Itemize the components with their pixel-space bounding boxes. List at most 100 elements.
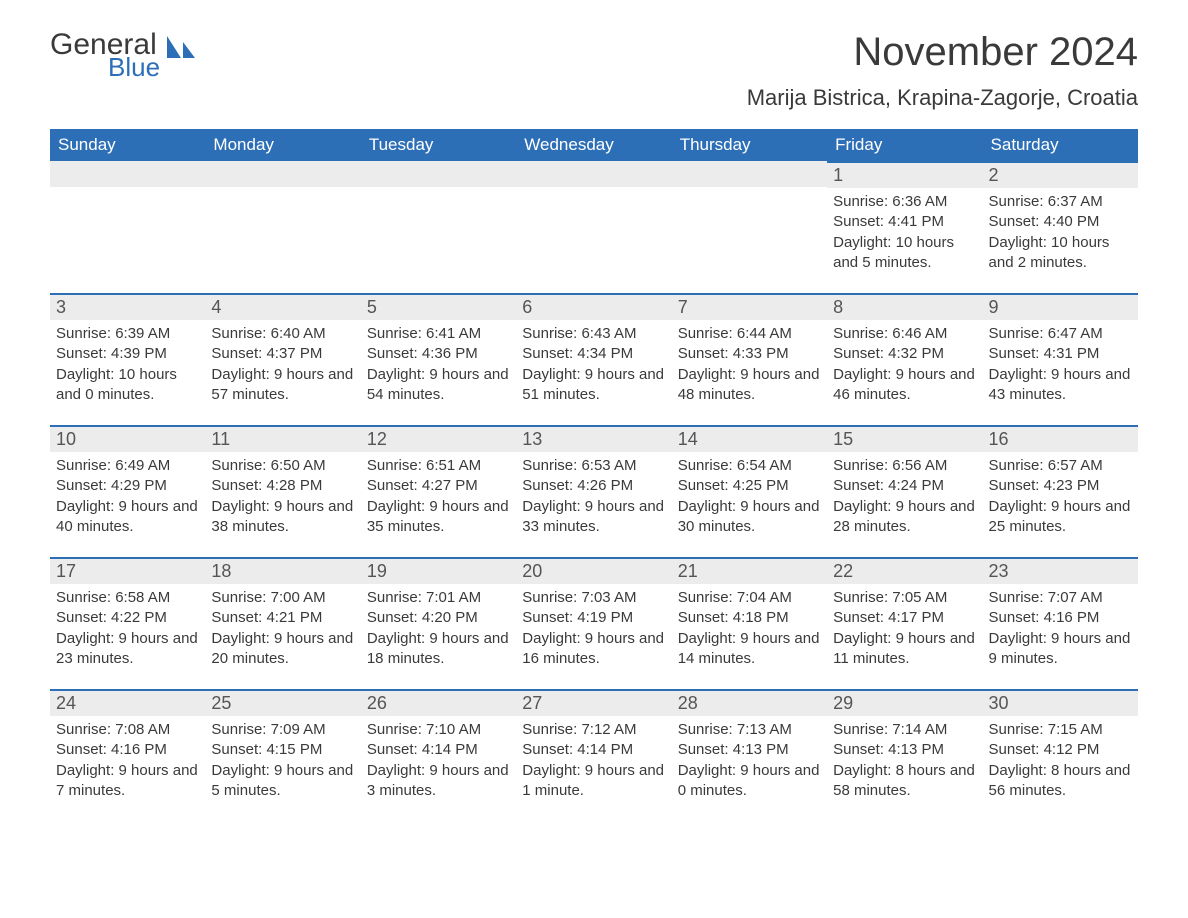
calendar-day-cell: 30Sunrise: 7:15 AMSunset: 4:12 PMDayligh… (983, 689, 1138, 821)
calendar-day-cell: 3Sunrise: 6:39 AMSunset: 4:39 PMDaylight… (50, 293, 205, 425)
calendar-day-cell: 29Sunrise: 7:14 AMSunset: 4:13 PMDayligh… (827, 689, 982, 821)
calendar-empty-cell (672, 161, 827, 293)
day-number: 25 (205, 689, 360, 716)
daylight-text: Daylight: 9 hours and 5 minutes. (211, 761, 354, 802)
sunset-text: Sunset: 4:39 PM (56, 344, 199, 364)
calendar-week-row: 3Sunrise: 6:39 AMSunset: 4:39 PMDaylight… (50, 293, 1138, 425)
calendar-table: Sunday Monday Tuesday Wednesday Thursday… (50, 129, 1138, 821)
weekday-header: Thursday (672, 129, 827, 161)
day-details: Sunrise: 7:15 AMSunset: 4:12 PMDaylight:… (983, 716, 1138, 801)
daylight-text: Daylight: 9 hours and 18 minutes. (367, 629, 510, 670)
sunrise-text: Sunrise: 6:44 AM (678, 324, 821, 344)
sunrise-text: Sunrise: 7:04 AM (678, 588, 821, 608)
brand-logo: General Blue (50, 30, 195, 80)
daylight-text: Daylight: 10 hours and 5 minutes. (833, 233, 976, 274)
sunrise-text: Sunrise: 6:56 AM (833, 456, 976, 476)
day-number: 15 (827, 425, 982, 452)
sunrise-text: Sunrise: 6:58 AM (56, 588, 199, 608)
calendar-day-cell: 5Sunrise: 6:41 AMSunset: 4:36 PMDaylight… (361, 293, 516, 425)
sunset-text: Sunset: 4:14 PM (522, 740, 665, 760)
daylight-text: Daylight: 9 hours and 51 minutes. (522, 365, 665, 406)
sunset-text: Sunset: 4:13 PM (833, 740, 976, 760)
calendar-day-cell: 22Sunrise: 7:05 AMSunset: 4:17 PMDayligh… (827, 557, 982, 689)
day-details: Sunrise: 7:05 AMSunset: 4:17 PMDaylight:… (827, 584, 982, 669)
calendar-empty-cell (50, 161, 205, 293)
day-details: Sunrise: 7:10 AMSunset: 4:14 PMDaylight:… (361, 716, 516, 801)
day-number: 5 (361, 293, 516, 320)
sunrise-text: Sunrise: 6:40 AM (211, 324, 354, 344)
sunset-text: Sunset: 4:34 PM (522, 344, 665, 364)
day-number: 7 (672, 293, 827, 320)
sunrise-text: Sunrise: 7:05 AM (833, 588, 976, 608)
calendar-day-cell: 11Sunrise: 6:50 AMSunset: 4:28 PMDayligh… (205, 425, 360, 557)
daylight-text: Daylight: 10 hours and 0 minutes. (56, 365, 199, 406)
sunset-text: Sunset: 4:22 PM (56, 608, 199, 628)
sunrise-text: Sunrise: 7:10 AM (367, 720, 510, 740)
sunrise-text: Sunrise: 6:41 AM (367, 324, 510, 344)
daylight-text: Daylight: 9 hours and 20 minutes. (211, 629, 354, 670)
sunset-text: Sunset: 4:25 PM (678, 476, 821, 496)
sunrise-text: Sunrise: 6:51 AM (367, 456, 510, 476)
day-details: Sunrise: 7:07 AMSunset: 4:16 PMDaylight:… (983, 584, 1138, 669)
day-details: Sunrise: 6:40 AMSunset: 4:37 PMDaylight:… (205, 320, 360, 405)
calendar-empty-cell (361, 161, 516, 293)
weekday-header-row: Sunday Monday Tuesday Wednesday Thursday… (50, 129, 1138, 161)
day-number: 9 (983, 293, 1138, 320)
daylight-text: Daylight: 9 hours and 3 minutes. (367, 761, 510, 802)
sunset-text: Sunset: 4:28 PM (211, 476, 354, 496)
weekday-header: Wednesday (516, 129, 671, 161)
day-number: 14 (672, 425, 827, 452)
calendar-day-cell: 10Sunrise: 6:49 AMSunset: 4:29 PMDayligh… (50, 425, 205, 557)
daylight-text: Daylight: 9 hours and 1 minute. (522, 761, 665, 802)
sunset-text: Sunset: 4:20 PM (367, 608, 510, 628)
day-details: Sunrise: 6:50 AMSunset: 4:28 PMDaylight:… (205, 452, 360, 537)
calendar-page: General Blue November 2024 Marija Bistri… (0, 0, 1188, 918)
sunrise-text: Sunrise: 7:00 AM (211, 588, 354, 608)
daylight-text: Daylight: 9 hours and 48 minutes. (678, 365, 821, 406)
day-number: 16 (983, 425, 1138, 452)
sunrise-text: Sunrise: 6:37 AM (989, 192, 1132, 212)
sunrise-text: Sunrise: 6:50 AM (211, 456, 354, 476)
day-number: 17 (50, 557, 205, 584)
day-details: Sunrise: 6:43 AMSunset: 4:34 PMDaylight:… (516, 320, 671, 405)
calendar-day-cell: 1Sunrise: 6:36 AMSunset: 4:41 PMDaylight… (827, 161, 982, 293)
sunrise-text: Sunrise: 7:13 AM (678, 720, 821, 740)
day-details: Sunrise: 6:36 AMSunset: 4:41 PMDaylight:… (827, 188, 982, 273)
day-number: 11 (205, 425, 360, 452)
empty-day-bar (361, 161, 516, 187)
sunrise-text: Sunrise: 6:36 AM (833, 192, 976, 212)
day-details: Sunrise: 7:08 AMSunset: 4:16 PMDaylight:… (50, 716, 205, 801)
weekday-header: Friday (827, 129, 982, 161)
sunrise-text: Sunrise: 7:15 AM (989, 720, 1132, 740)
day-number: 10 (50, 425, 205, 452)
day-number: 26 (361, 689, 516, 716)
empty-day-bar (50, 161, 205, 187)
calendar-week-row: 1Sunrise: 6:36 AMSunset: 4:41 PMDaylight… (50, 161, 1138, 293)
day-number: 23 (983, 557, 1138, 584)
sunrise-text: Sunrise: 7:07 AM (989, 588, 1132, 608)
empty-day-bar (205, 161, 360, 187)
day-number: 4 (205, 293, 360, 320)
sunset-text: Sunset: 4:37 PM (211, 344, 354, 364)
day-details: Sunrise: 7:09 AMSunset: 4:15 PMDaylight:… (205, 716, 360, 801)
sunrise-text: Sunrise: 6:39 AM (56, 324, 199, 344)
calendar-day-cell: 26Sunrise: 7:10 AMSunset: 4:14 PMDayligh… (361, 689, 516, 821)
weekday-header: Monday (205, 129, 360, 161)
sunset-text: Sunset: 4:24 PM (833, 476, 976, 496)
sail-icon (165, 29, 195, 60)
day-number: 27 (516, 689, 671, 716)
daylight-text: Daylight: 9 hours and 9 minutes. (989, 629, 1132, 670)
sunset-text: Sunset: 4:36 PM (367, 344, 510, 364)
sunset-text: Sunset: 4:33 PM (678, 344, 821, 364)
day-number: 20 (516, 557, 671, 584)
weekday-header: Sunday (50, 129, 205, 161)
sunrise-text: Sunrise: 7:09 AM (211, 720, 354, 740)
day-details: Sunrise: 6:58 AMSunset: 4:22 PMDaylight:… (50, 584, 205, 669)
day-number: 21 (672, 557, 827, 584)
sunset-text: Sunset: 4:12 PM (989, 740, 1132, 760)
day-details: Sunrise: 6:37 AMSunset: 4:40 PMDaylight:… (983, 188, 1138, 273)
day-details: Sunrise: 7:12 AMSunset: 4:14 PMDaylight:… (516, 716, 671, 801)
day-details: Sunrise: 7:03 AMSunset: 4:19 PMDaylight:… (516, 584, 671, 669)
daylight-text: Daylight: 8 hours and 56 minutes. (989, 761, 1132, 802)
calendar-empty-cell (516, 161, 671, 293)
